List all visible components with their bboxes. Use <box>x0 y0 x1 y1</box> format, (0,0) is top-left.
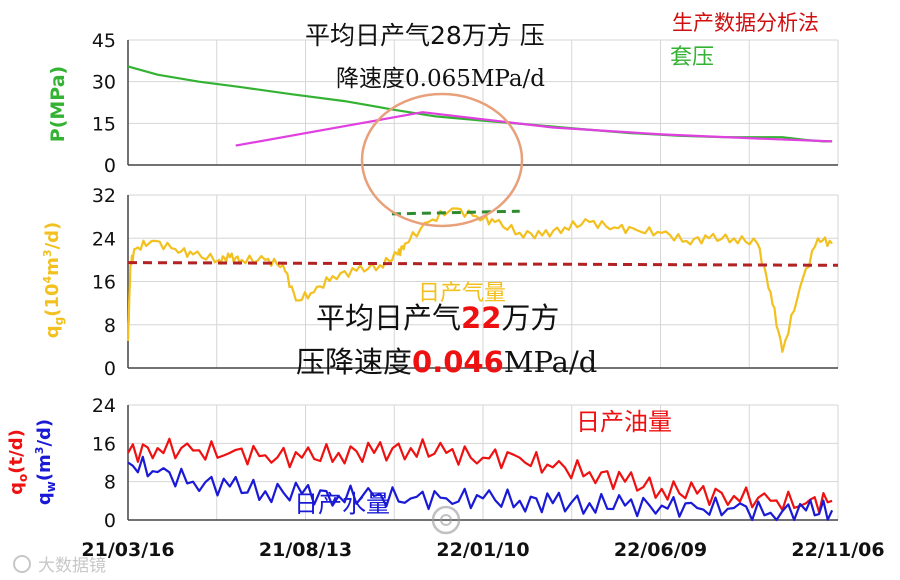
legend-daily-gas: 日产气量 <box>418 281 506 306</box>
y-tick-label: 0 <box>104 155 116 177</box>
series-line-1-2 <box>127 261 839 267</box>
y-tick-label: 0 <box>104 510 116 532</box>
y-tick-label: 24 <box>92 395 116 417</box>
series-line-2-0 <box>127 437 833 514</box>
y-tick-label: 8 <box>104 315 116 337</box>
mid-annotation-line1: 平均日产气22万方 <box>316 301 559 335</box>
watermark: 大数据镜 <box>13 555 106 576</box>
x-tick-label: 21/08/13 <box>259 539 352 561</box>
y-tick-label: 30 <box>92 72 116 94</box>
y-axis-label-oil: qo(t/d) <box>6 429 30 495</box>
y-tick-label: 16 <box>92 433 116 455</box>
y-tick-label: 8 <box>104 472 116 494</box>
y-tick-label: 16 <box>92 272 116 294</box>
svg-text:qw(m3/d): qw(m3/d) <box>33 419 58 505</box>
svg-text:qo(t/d): qo(t/d) <box>6 429 30 495</box>
y-tick-label: 32 <box>92 185 116 207</box>
y-tick-label: 0 <box>104 358 116 380</box>
y-tick-label: 15 <box>92 113 116 135</box>
y-axis-label-pressure: P(MPa) <box>47 66 69 142</box>
series-line-1-1 <box>391 209 520 216</box>
y-axis-label-water: qw(m3/d) <box>33 419 58 505</box>
legend-casing-pressure: 套压 <box>670 45 714 70</box>
mid-annotation-line2: 压降速度0.046MPa/d <box>296 345 597 379</box>
x-tick-label: 22/11/06 <box>791 539 884 561</box>
x-tick-label: 22/01/10 <box>436 539 529 561</box>
y-tick-label: 45 <box>92 30 116 52</box>
legend-daily-oil: 日产油量 <box>576 408 672 436</box>
svg-text:qg(104m3/d): qg(104m3/d) <box>41 222 66 339</box>
legend-daily-water: 日产水量 <box>294 490 390 518</box>
grid-layer <box>127 39 839 521</box>
svg-text:大数据镜: 大数据镜 <box>38 556 106 576</box>
corner-title: 生产数据分析法 <box>672 11 819 35</box>
y-axis-label-gas: qg(104m3/d) <box>41 222 66 339</box>
top-annotation-line1: 平均日产气28万方 压 <box>305 21 545 50</box>
tick-layer: 0 15 30 45 0 8 16 24 32 0 8 16 24 21/03/16 21/08/13 22/… <box>81 30 884 561</box>
series-line-0-1 <box>235 111 833 147</box>
center-watermark-icon <box>431 505 461 535</box>
series-layer <box>126 65 839 522</box>
x-tick-label: 21/03/16 <box>81 539 174 561</box>
x-tick-label: 22/06/09 <box>614 539 707 561</box>
y-tick-label: 24 <box>92 228 116 250</box>
series-line-2-1 <box>127 455 834 522</box>
highlight-circle <box>360 92 524 228</box>
top-annotation-line2: 降速度0.065MPa/d <box>336 66 545 92</box>
